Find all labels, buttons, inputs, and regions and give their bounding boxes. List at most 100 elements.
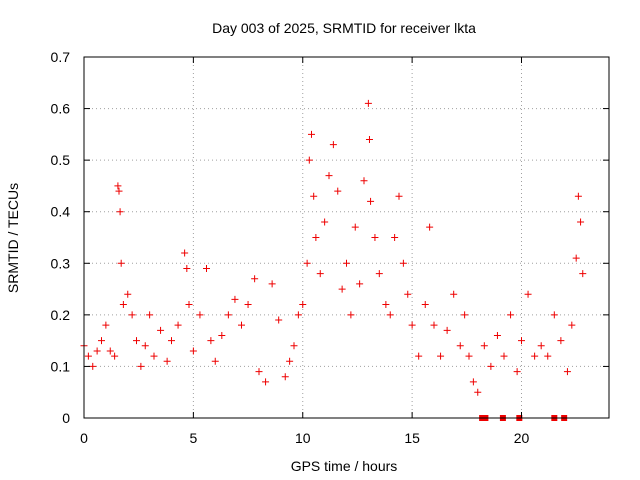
data-point (218, 331, 226, 339)
data-point (507, 311, 515, 319)
data-point (513, 368, 521, 376)
y-axis-tick-labels: 0 0.1 0.2 0.3 0.4 0.5 0.6 0.7 (51, 49, 71, 426)
y-tick-label: 0.4 (51, 204, 71, 220)
data-point (146, 311, 154, 319)
data-point (338, 285, 346, 293)
data-point (157, 326, 165, 334)
data-point (465, 352, 473, 360)
data-point (474, 388, 482, 396)
x-axis-tick-labels: 0 5 10 15 20 (80, 430, 529, 446)
x-tick-label: 10 (295, 430, 311, 446)
data-point (181, 249, 189, 257)
data-point (308, 130, 315, 138)
data-point (84, 352, 92, 360)
data-point (371, 234, 379, 241)
data-point (168, 337, 175, 345)
data-point (399, 259, 407, 267)
x-tick-label: 15 (404, 430, 420, 446)
data-point (163, 357, 171, 365)
y-tick-label: 0 (62, 410, 70, 426)
y-tick-label: 0.7 (51, 49, 71, 65)
data-point (360, 177, 368, 185)
data-point (119, 301, 127, 309)
data-point (493, 331, 501, 339)
data-point (183, 264, 191, 272)
data-point (93, 347, 101, 355)
data-point (89, 362, 97, 370)
data-point (386, 311, 394, 319)
data-point (408, 321, 416, 329)
data-point (321, 218, 329, 226)
data-point (211, 357, 219, 365)
data-point (395, 192, 403, 200)
data-point (115, 187, 123, 195)
data-point (174, 321, 182, 329)
data-point (189, 347, 197, 355)
data-point (518, 337, 525, 345)
data-point (524, 290, 532, 298)
data-point (203, 264, 210, 272)
data-point (111, 352, 119, 360)
data-point (469, 378, 477, 386)
data-point (557, 337, 565, 345)
y-tick-label: 0.5 (51, 152, 71, 168)
data-point (487, 362, 495, 370)
data-point (574, 192, 582, 200)
axis-ticks (83, 56, 609, 419)
grid-lines (84, 57, 609, 418)
data-point (367, 197, 375, 205)
data-point (563, 368, 571, 376)
data-point (133, 337, 140, 345)
data-point (238, 321, 245, 329)
data-point (456, 342, 464, 350)
data-point (544, 352, 552, 360)
x-tick-label: 5 (189, 430, 197, 446)
data-point (382, 301, 390, 309)
data-point (356, 280, 364, 288)
data-point (316, 270, 324, 278)
data-point (255, 368, 263, 376)
data-point (430, 321, 438, 329)
y-tick-label: 0.1 (51, 358, 71, 374)
data-point (443, 326, 451, 334)
x-axis-label: GPS time / hours (291, 458, 398, 474)
data-point (500, 352, 508, 360)
data-point (128, 311, 136, 319)
data-point (114, 182, 122, 190)
data-point (347, 311, 355, 319)
data-point (207, 337, 215, 345)
data-point (224, 311, 232, 319)
data-point (334, 187, 342, 195)
data-point (117, 259, 125, 267)
data-point (343, 259, 350, 267)
data-point (98, 337, 105, 345)
data-point (137, 362, 145, 370)
data-point (141, 342, 149, 350)
chart-title: Day 003 of 2025, SRMTID for receiver lkt… (212, 20, 476, 36)
data-point (329, 141, 337, 149)
data-point (450, 290, 458, 298)
data-point (421, 301, 429, 309)
data-point (325, 172, 333, 180)
data-point (244, 301, 252, 309)
data-point (577, 218, 585, 226)
data-point (365, 136, 373, 144)
data-point (106, 347, 114, 355)
data-point (375, 270, 383, 278)
data-point (480, 342, 488, 350)
data-point (310, 192, 318, 200)
x-tick-label: 20 (514, 430, 530, 446)
data-point (251, 275, 259, 283)
data-point (303, 259, 311, 267)
y-tick-label: 0.2 (51, 307, 71, 323)
data-point (262, 378, 270, 386)
data-point (312, 234, 320, 241)
data-point (281, 373, 289, 381)
data-point (437, 352, 445, 360)
data-point (294, 311, 302, 319)
data-point (275, 316, 283, 324)
data-point (550, 311, 558, 319)
data-point (286, 357, 294, 365)
y-tick-label: 0.6 (51, 101, 71, 117)
